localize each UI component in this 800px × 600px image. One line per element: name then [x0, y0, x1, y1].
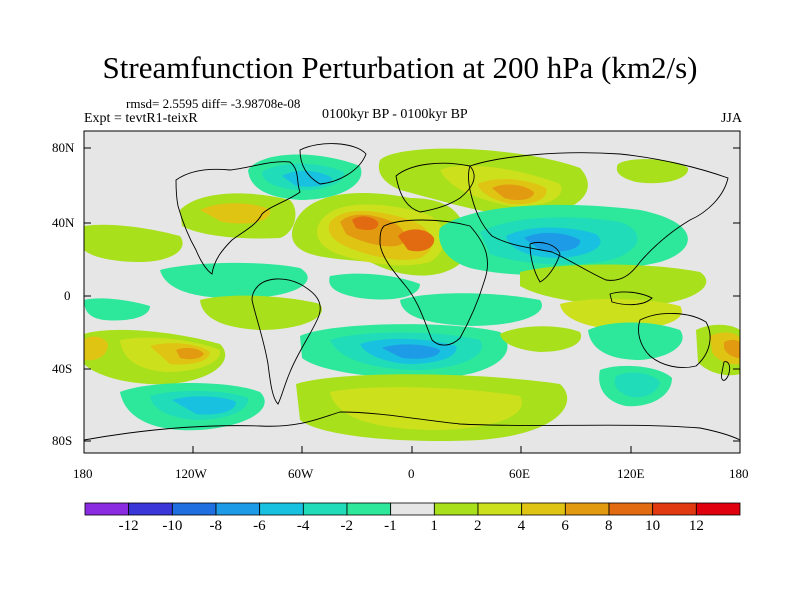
contour-positive	[176, 347, 204, 360]
lon-label-0: 0	[408, 466, 415, 481]
colorbar-swatch	[215, 502, 261, 516]
coastline-antarctica	[84, 411, 740, 441]
contour-negative	[84, 298, 150, 321]
coastlines	[84, 143, 740, 441]
coastline-greenland	[299, 143, 367, 185]
contour-negative	[160, 262, 308, 299]
colorbar-swatch	[390, 502, 435, 516]
colorbar-label: -10	[162, 518, 183, 534]
contour-positive	[616, 159, 689, 184]
colorbar-label: -6	[253, 518, 266, 534]
colorbar-label: -2	[340, 518, 354, 534]
colorbar-swatch	[259, 502, 304, 516]
field-contours	[84, 148, 740, 442]
colorbar-swatch	[433, 502, 479, 516]
contour-positive	[200, 203, 271, 224]
colorbar-label: 10	[645, 518, 661, 534]
colorbar-label: 4	[517, 518, 526, 534]
colorbar-swatch	[346, 502, 392, 516]
contour-positive	[560, 298, 682, 330]
colorbar-label: 2	[474, 518, 482, 534]
colorbar-label: 12	[688, 518, 704, 534]
contour-positive	[352, 216, 379, 230]
lon-label-120e: 120E	[617, 466, 645, 481]
coastline-south-america	[251, 278, 321, 405]
colorbar-label: 8	[605, 518, 613, 534]
contour-positive	[398, 229, 435, 252]
coastline-north-america	[175, 161, 301, 275]
colorbar-swatch	[695, 502, 741, 516]
lon-label-180e: 180	[729, 466, 749, 481]
colorbar	[84, 502, 741, 516]
contour-positive	[500, 326, 582, 352]
colorbar-swatch	[521, 502, 566, 516]
contour-positive	[520, 264, 707, 306]
season-label: JJA	[720, 111, 742, 126]
contour-positive	[330, 387, 522, 430]
contour-negative	[588, 322, 683, 360]
contour-negative	[400, 293, 542, 326]
lat-label-80n: 80N	[52, 140, 75, 155]
colorbar-swatch	[128, 502, 173, 516]
colorbar-swatch	[564, 502, 610, 516]
contour-negative	[172, 396, 236, 415]
coastline-australia	[638, 312, 711, 368]
colorbar-label: -12	[118, 518, 139, 534]
colorbar-label: 1	[430, 518, 438, 534]
lat-label-80s: 80S	[52, 433, 73, 448]
colorbar-swatch	[477, 502, 523, 516]
colorbar-swatch	[608, 502, 654, 516]
lon-label-60w: 60W	[288, 466, 314, 481]
colorbar-swatch	[84, 502, 130, 516]
contour-positive	[492, 184, 534, 200]
lat-label-40s: 40S	[52, 361, 73, 376]
stats-text: rmsd= 2.5595 diff= -3.98708e-08	[126, 96, 301, 111]
colorbar-swatch	[302, 502, 348, 516]
colorbar-label: -1	[384, 518, 397, 534]
contour-negative	[524, 232, 581, 252]
coastline-new-zealand	[721, 361, 731, 381]
map-title: Streamfunction Perturbation at 200 hPa (…	[102, 50, 698, 85]
contour-negative	[614, 372, 660, 398]
contour-negative	[382, 344, 440, 359]
coastline-indonesia	[609, 291, 653, 306]
colorbar-label: -4	[296, 518, 310, 534]
contour-positive	[84, 224, 183, 262]
period-label: 0100kyr BP - 0100kyr BP	[322, 107, 468, 122]
coastline-india	[529, 242, 561, 283]
contour-negative	[329, 273, 420, 300]
axis-ticks	[84, 147, 740, 453]
experiment-label: Expt = tevtR1-teixR	[84, 111, 198, 126]
coastline-africa	[379, 219, 488, 346]
lat-label-40n: 40N	[52, 215, 75, 230]
lon-label-60e: 60E	[509, 466, 530, 481]
colorbar-swatch	[652, 502, 697, 516]
colorbar-swatch	[171, 502, 217, 516]
lat-label-0: 0	[64, 288, 71, 303]
colorbar-label: 6	[561, 518, 569, 534]
lon-label-120w: 120W	[175, 466, 207, 481]
colorbar-label: -8	[209, 518, 223, 534]
contour-positive	[84, 336, 108, 361]
coastline-asia	[468, 152, 729, 281]
lon-label-180w: 180	[73, 466, 93, 481]
contour-positive	[724, 339, 740, 358]
contour-negative	[282, 170, 332, 187]
coastline-europe	[395, 162, 475, 213]
contour-positive	[200, 295, 322, 330]
